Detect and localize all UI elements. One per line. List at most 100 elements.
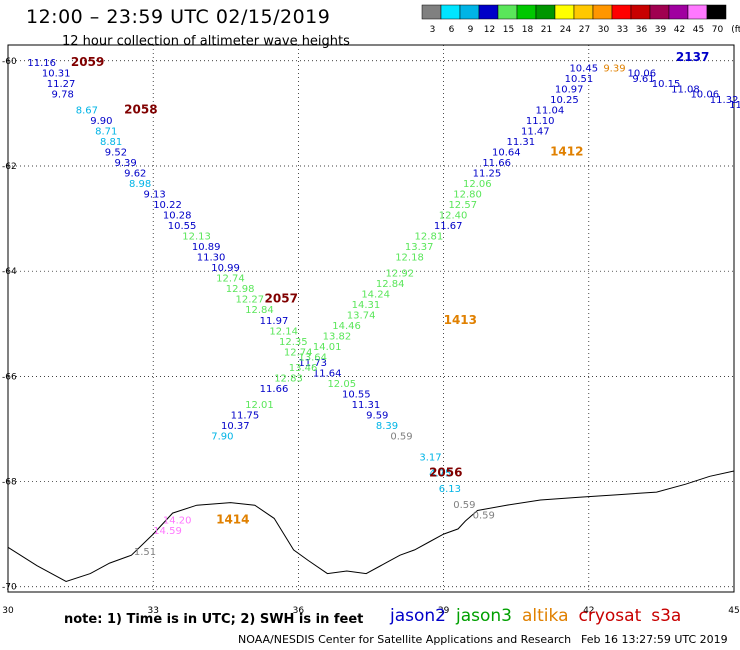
swh-observation: 12.84 — [245, 305, 274, 316]
lon-tick-label: 33 — [147, 606, 158, 616]
swh-observation: 11.30 — [197, 253, 226, 264]
swh-observation: 11.27 — [47, 79, 76, 90]
swh-observation: 14.31 — [352, 300, 381, 311]
swh-observation: 11.66 — [482, 158, 511, 169]
swh-observation: 8.81 — [100, 137, 122, 148]
colorbar-unit: (ft) — [731, 25, 740, 35]
colorbar-label: 3 — [430, 25, 436, 35]
colorbar-label: 15 — [503, 25, 514, 35]
swh-observation: 12.40 — [439, 211, 468, 222]
swh-observation: 10.22 — [153, 200, 182, 211]
swh-observation: 9.52 — [105, 147, 127, 158]
swh-observation: 10.15 — [652, 79, 681, 90]
swh-observation: 12.27 — [235, 295, 264, 306]
swh-observation: 11.32 — [710, 95, 739, 106]
swh-observation: 0.59 — [390, 431, 412, 442]
swh-observation: 10.28 — [163, 211, 192, 222]
swh-observation: 10.06 — [690, 90, 719, 101]
footnote: note: 1) Time is in UTC; 2) SWH is in fe… — [64, 612, 364, 627]
swh-observation: 10.45 — [569, 63, 598, 74]
swh-observation: 12.80 — [453, 190, 482, 201]
pass-number-label: 1413 — [444, 313, 477, 327]
swh-observation: 0.59 — [473, 510, 495, 521]
swh-observation: 13.46 — [289, 363, 318, 374]
legend-entry-cryosat: cryosat — [578, 606, 642, 626]
pass-number-label: 2057 — [265, 292, 298, 306]
swh-observation: 9.61 — [632, 74, 654, 85]
swh-observation: 12.83 — [274, 374, 303, 385]
pass-number-label: 1414 — [216, 513, 249, 527]
lat-tick-label: -66 — [2, 372, 17, 382]
swh-observation: 14.20 — [163, 516, 192, 527]
pass-number-label: 2058 — [124, 102, 157, 116]
swh-observation: 12.74 — [284, 347, 313, 358]
lon-tick-label: 45 — [728, 606, 739, 616]
colorbar-label: 30 — [598, 25, 610, 35]
colorbar-label: 24 — [560, 25, 572, 35]
swh-observation: 13.37 — [405, 242, 434, 253]
swh-observation: 9.59 — [366, 410, 388, 421]
lon-tick-label: 42 — [583, 606, 594, 616]
swh-observation: 11.73 — [298, 358, 327, 369]
lon-tick-label: 30 — [2, 606, 14, 616]
swh-observation: 10.37 — [221, 421, 250, 432]
colorbar-label: 70 — [712, 25, 724, 35]
colorbar-label: 9 — [468, 25, 474, 35]
swh-observation: 12.81 — [415, 232, 444, 243]
swh-observation: 10.06 — [628, 69, 657, 80]
swh-observation: 9.90 — [90, 116, 112, 127]
swh-observation: 11.08 — [671, 84, 700, 95]
legend-entry-altika: altika — [522, 606, 569, 626]
swh-observation: 12.98 — [226, 284, 255, 295]
swh-observation: 11.64 — [313, 368, 342, 379]
lat-tick-label: -62 — [2, 162, 17, 172]
swh-observation: 11.25 — [473, 168, 502, 179]
swh-observation: 13.74 — [347, 311, 376, 322]
map-title: 12:00 – 23:59 UTC 02/15/2019 — [26, 6, 331, 28]
colorbar-label: 18 — [522, 25, 534, 35]
colorbar-label: 6 — [449, 25, 455, 35]
swh-observation: 1.51 — [134, 547, 156, 558]
colorbar-label: 12 — [484, 25, 495, 35]
colorbar-swatch — [706, 4, 727, 20]
legend-entry-s3a: s3a — [651, 606, 682, 626]
swh-observation: 6.13 — [439, 484, 461, 495]
swh-observation: 11.31 — [352, 400, 381, 411]
swh-observation: 8.67 — [76, 105, 98, 116]
swh-observation: 10.31 — [42, 69, 71, 80]
pass-number-label: 2056 — [429, 465, 462, 479]
swh-observation: 10.51 — [565, 74, 594, 85]
swh-observation: 11.66 — [260, 384, 289, 395]
swh-observation: 12.84 — [376, 279, 405, 290]
lon-tick-label: 36 — [293, 606, 305, 616]
swh-observation: 12.57 — [448, 200, 477, 211]
swh-observation: 11.10 — [526, 116, 555, 127]
swh-observation: 7.90 — [211, 431, 233, 442]
swh-observation: 12.05 — [327, 379, 356, 390]
pass-number-label: 1412 — [550, 144, 583, 158]
swh-observation: 12.74 — [216, 274, 245, 285]
lon-tick-label: 39 — [438, 606, 450, 616]
swh-observation: 8.98 — [129, 179, 151, 190]
swh-observation: 14.46 — [332, 321, 361, 332]
swh-observation: 9.62 — [124, 168, 146, 179]
swh-observation: 11.04 — [536, 105, 565, 116]
lat-tick-label: -68 — [2, 478, 17, 488]
colorbar-label: 21 — [541, 25, 552, 35]
swh-observation: 9.13 — [144, 190, 166, 201]
lat-tick-label: -64 — [2, 267, 17, 277]
swh-observation: 11.6 — [729, 100, 740, 111]
colorbar-label: 27 — [579, 25, 590, 35]
map-frame — [7, 44, 735, 593]
swh-observation: 10.99 — [211, 263, 240, 274]
swh-observation: 8.71 — [95, 126, 117, 137]
swh-observation: 13.64 — [298, 353, 327, 364]
swh-observation: 4.75 — [429, 468, 451, 479]
colorbar-label: 36 — [636, 25, 648, 35]
satellite-legend: jason2 jason3 altika cryosat s3a — [390, 606, 691, 626]
swh-observation: 3.17 — [419, 453, 441, 464]
swh-observation: 14.24 — [361, 289, 390, 300]
swh-observation: 12.92 — [386, 268, 415, 279]
